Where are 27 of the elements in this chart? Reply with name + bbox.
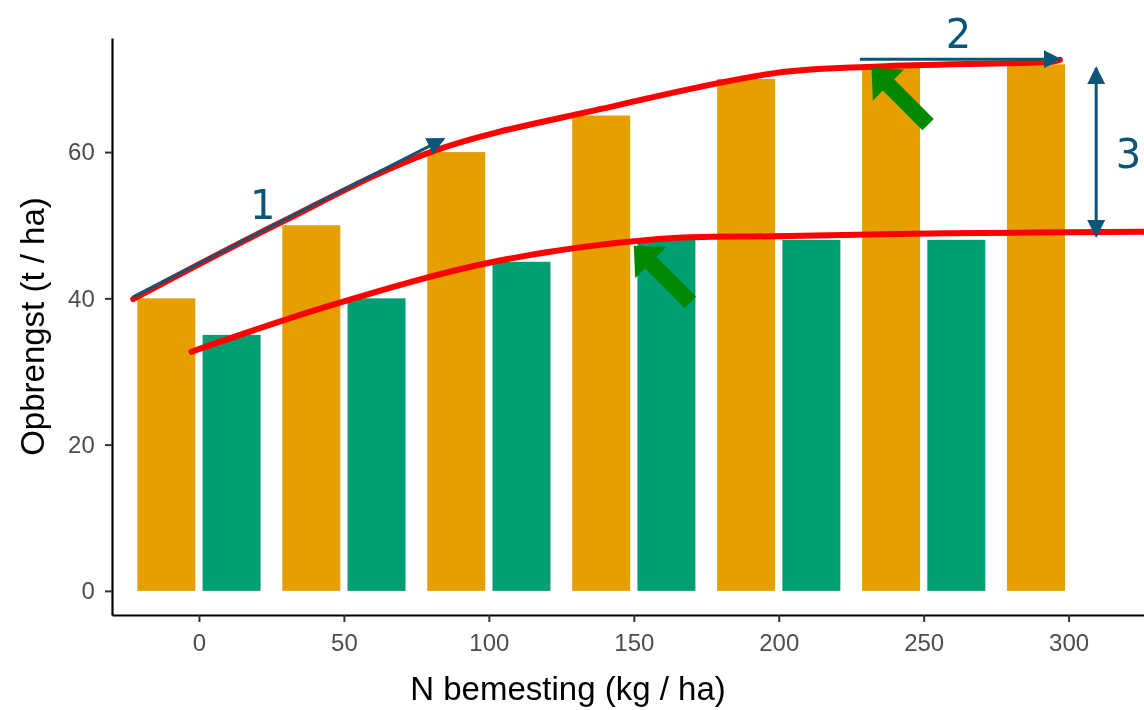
annotation: 3 bbox=[1115, 131, 1142, 177]
bar bbox=[782, 239, 841, 591]
bar bbox=[927, 239, 986, 591]
bar bbox=[572, 115, 631, 591]
y-tick-label: 20 bbox=[68, 430, 95, 458]
bar bbox=[427, 152, 486, 591]
x-tick-label: 300 bbox=[1049, 629, 1090, 657]
bar bbox=[137, 298, 196, 591]
x-tick-label: 0 bbox=[192, 629, 207, 657]
annotation: 2 bbox=[945, 11, 972, 57]
bar bbox=[717, 78, 776, 591]
bar bbox=[492, 261, 551, 591]
y-tick-label: 0 bbox=[81, 577, 95, 605]
x-tick-label: 100 bbox=[469, 629, 510, 657]
x-tick-label: 250 bbox=[904, 629, 945, 657]
y-tick-label: 60 bbox=[68, 138, 95, 166]
x-axis-title: N bemesting (kg / ha) bbox=[410, 670, 726, 707]
x-tick-label: 200 bbox=[759, 629, 800, 657]
y-axis-title: Opbrengst (t / ha) bbox=[14, 197, 51, 456]
bar bbox=[347, 298, 406, 591]
bar bbox=[202, 334, 261, 591]
bar bbox=[282, 225, 341, 591]
annotation: 1 bbox=[250, 182, 276, 229]
y-tick-label: 40 bbox=[68, 284, 95, 312]
bar bbox=[1007, 64, 1066, 591]
x-tick-label: 150 bbox=[614, 629, 655, 657]
x-tick-label: 50 bbox=[331, 629, 358, 657]
